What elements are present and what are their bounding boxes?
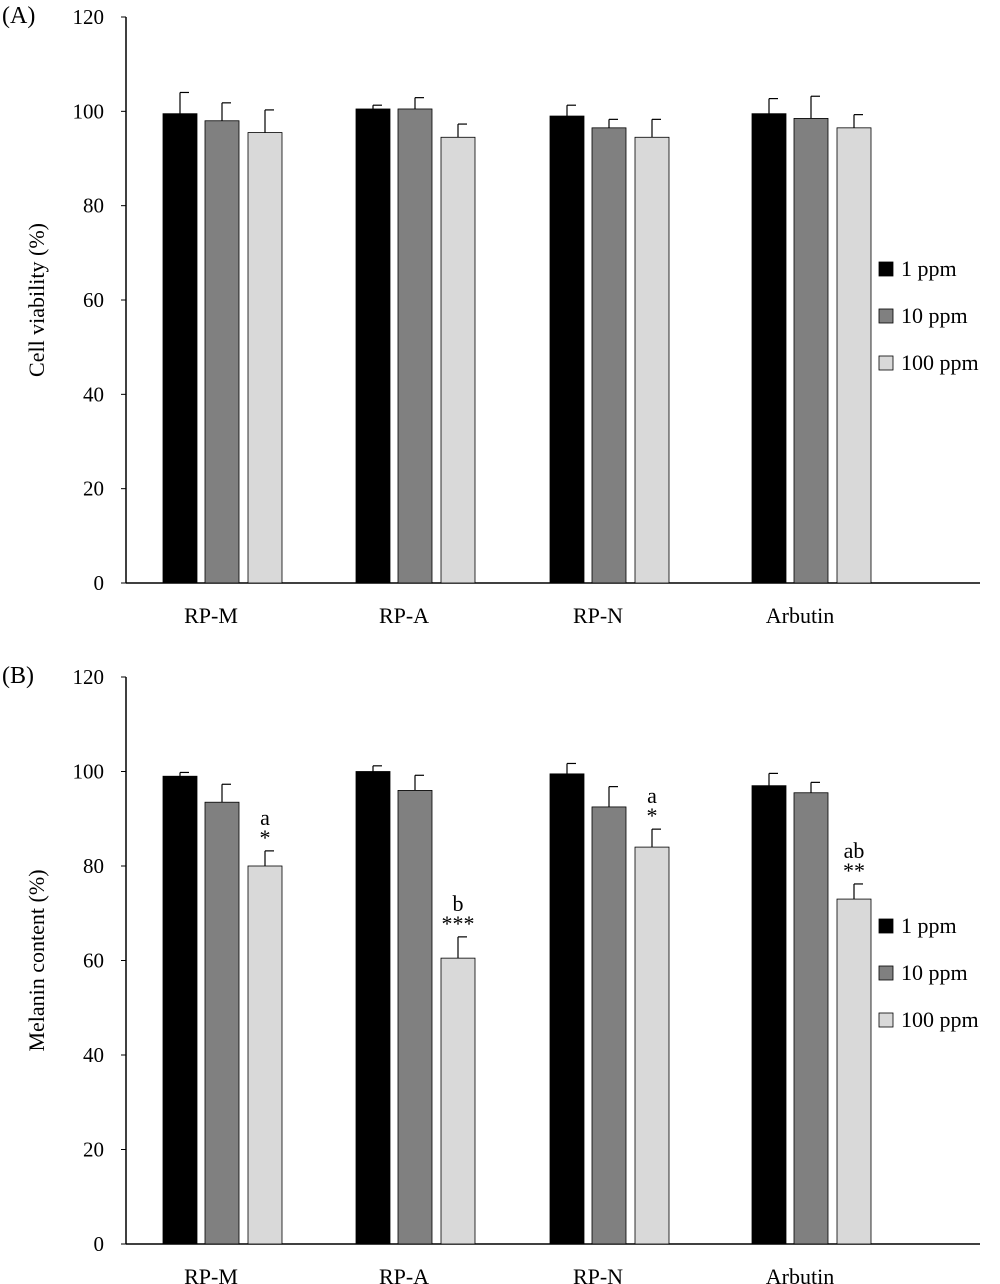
significance-letter: a [260,805,270,830]
bar-10-ppm-RP-M [204,120,240,584]
bar-1-ppm-RP-M [162,113,198,584]
bar-10-ppm-Arbutin [793,792,829,1245]
panel-label: (A) [2,3,35,29]
bar-10-ppm-RP-N [591,806,627,1245]
significance-stars: *** [442,911,475,936]
legend-swatch [878,965,894,981]
bar-1-ppm-RP-M [162,775,198,1245]
bar-10-ppm-RP-A [397,790,433,1245]
bar-1-ppm-RP-A [355,108,391,584]
y-tick-label: 100 [73,99,105,123]
bar-100-ppm-RP-A [440,136,476,584]
y-tick-label: 120 [73,665,105,689]
significance-stars: ** [843,858,865,883]
bar-10-ppm-RP-N [591,127,627,584]
bar-1-ppm-Arbutin [751,113,787,584]
bar-100-ppm-RP-M [247,132,283,584]
legend-label: 10 ppm [901,303,968,328]
bar-1-ppm-RP-N [549,773,585,1245]
bar-10-ppm-RP-A [397,108,433,584]
x-category-label: Arbutin [766,1264,834,1284]
significance-letter: a [647,783,657,808]
panel-a-cell-viability-chart: (A) 0 20 40 60 80 100 120 Cell viability (%) RP-M… [2,3,980,628]
x-category-label: RP-N [573,1264,623,1284]
bar-1-ppm-Arbutin [751,785,787,1245]
x-category-label: Arbutin [766,603,834,628]
y-tick-label: 120 [73,5,105,29]
legend-label: 10 ppm [901,960,968,985]
bar-100-ppm-RP-M [247,865,283,1245]
legend-label: 1 ppm [901,256,957,281]
y-tick-label: 60 [83,949,104,973]
x-category-label: RP-A [379,603,429,628]
legend-label: 100 ppm [901,1007,979,1032]
bar-100-ppm-RP-A [440,957,476,1245]
legend-swatch [878,918,894,934]
y-axis-title: Cell viability (%) [24,223,49,377]
y-tick-label: 0 [94,1232,105,1256]
bar-100-ppm-Arbutin [836,898,872,1245]
significance-letter: ab [844,838,865,863]
legend-label: 100 ppm [901,350,979,375]
significance-stars: * [647,803,658,828]
y-tick-label: 20 [83,1138,104,1162]
legend-swatch [878,355,894,371]
legend-swatch [878,1012,894,1028]
bar-100-ppm-Arbutin [836,127,872,584]
bar-10-ppm-Arbutin [793,118,829,584]
bar-100-ppm-RP-N [634,846,670,1245]
y-tick-label: 40 [83,382,104,406]
legend-swatch [878,308,894,324]
significance-stars: * [260,825,271,850]
y-tick-label: 100 [73,760,105,784]
x-category-label: RP-A [379,1264,429,1284]
y-tick-label: 0 [94,571,105,595]
legend-swatch [878,261,894,277]
y-tick-label: 60 [83,288,104,312]
y-tick-label: 40 [83,1043,104,1067]
bar-100-ppm-RP-N [634,136,670,584]
significance-letter: b [453,891,464,916]
y-tick-label: 80 [83,194,104,218]
x-category-label: RP-N [573,603,623,628]
x-category-label: RP-M [184,1264,238,1284]
legend-label: 1 ppm [901,913,957,938]
y-axis-title: Melanin content (%) [24,869,49,1051]
bar-10-ppm-RP-M [204,801,240,1245]
y-tick-label: 80 [83,854,104,878]
panel-b-melanin-content-chart: (B) 0 20 40 60 80 100 120 Melanin content (%) RP-… [2,663,980,1284]
panel-label: (B) [2,663,34,689]
x-category-label: RP-M [184,603,238,628]
bar-1-ppm-RP-A [355,771,391,1245]
bar-1-ppm-RP-N [549,115,585,584]
y-tick-label: 20 [83,477,104,501]
